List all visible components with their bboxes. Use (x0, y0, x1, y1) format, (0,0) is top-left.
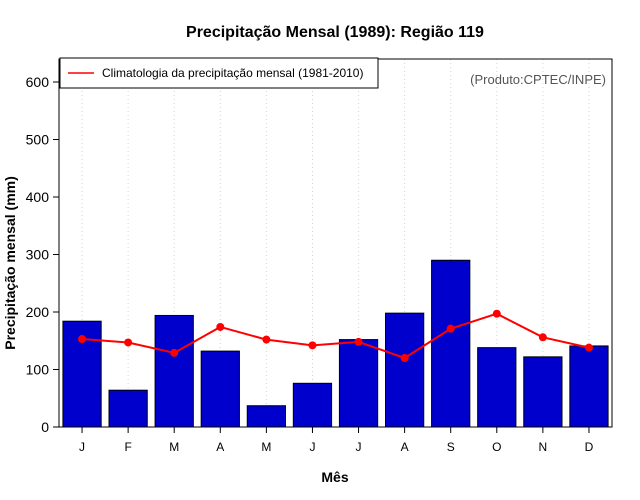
x-tick-label: F (124, 440, 131, 454)
y-tick-label: 300 (26, 247, 50, 263)
bar-6 (338, 339, 379, 428)
y-axis: 0 100 200 300 400 500 600 (26, 74, 59, 435)
x-tick-label: M (169, 440, 179, 454)
y-axis-label: Precipitação mensal (mm) (2, 176, 18, 350)
climatology-point-6 (354, 337, 363, 346)
climatology-point-0 (78, 335, 87, 344)
y-tick-label: 0 (41, 419, 49, 435)
climatology-point-9 (492, 309, 501, 318)
credit-annotation: (Produto:CPTEC/INPE) (470, 72, 606, 87)
climatology-point-5 (308, 341, 317, 350)
x-tick-label: O (492, 440, 501, 454)
x-tick-label: M (261, 440, 271, 454)
x-tick-label: A (216, 440, 224, 454)
legend-label: Climatologia da precipitação mensal (198… (102, 66, 363, 80)
chart-title: Precipitação Mensal (1989): Região 119 (186, 24, 484, 41)
bar-5 (292, 382, 333, 428)
x-tick-label: N (539, 440, 548, 454)
bar-11 (569, 345, 609, 428)
y-tick-label: 600 (26, 74, 50, 90)
y-tick-label: 500 (26, 132, 50, 148)
bar-1 (108, 389, 148, 428)
x-tick-label: A (401, 440, 409, 454)
legend-box (59, 57, 379, 89)
climatology-point-7 (400, 354, 409, 362)
climatology-point-1 (124, 338, 133, 347)
bar-3 (200, 350, 240, 428)
climatology-point-4 (262, 335, 271, 344)
climatology-series-line (81, 312, 590, 360)
climatology-point-2 (170, 348, 179, 357)
x-axis-label: Mês (321, 469, 348, 485)
bar-7 (385, 312, 425, 428)
climatology-line (78, 309, 593, 362)
climatology-point-8 (446, 324, 455, 333)
bar-8 (431, 259, 471, 428)
climatology-point-11 (584, 343, 593, 352)
x-tick-label: J (309, 440, 315, 454)
climatology-point-3 (216, 322, 225, 331)
bar-10 (523, 356, 563, 428)
y-tick-label: 200 (26, 304, 50, 320)
x-tick-label: S (447, 440, 455, 454)
x-tick-label: J (356, 440, 362, 454)
bar-9 (477, 347, 517, 428)
y-tick-label: 400 (26, 189, 50, 205)
grid-lines (81, 59, 590, 427)
bar-4 (246, 405, 286, 428)
x-tick-label: D (585, 440, 594, 454)
legend: Climatologia da precipitação mensal (198… (59, 57, 379, 89)
bar-2 (154, 314, 194, 428)
x-tick-label: J (79, 440, 85, 454)
climatology-point-10 (538, 333, 547, 342)
y-tick-label: 100 (26, 362, 50, 378)
